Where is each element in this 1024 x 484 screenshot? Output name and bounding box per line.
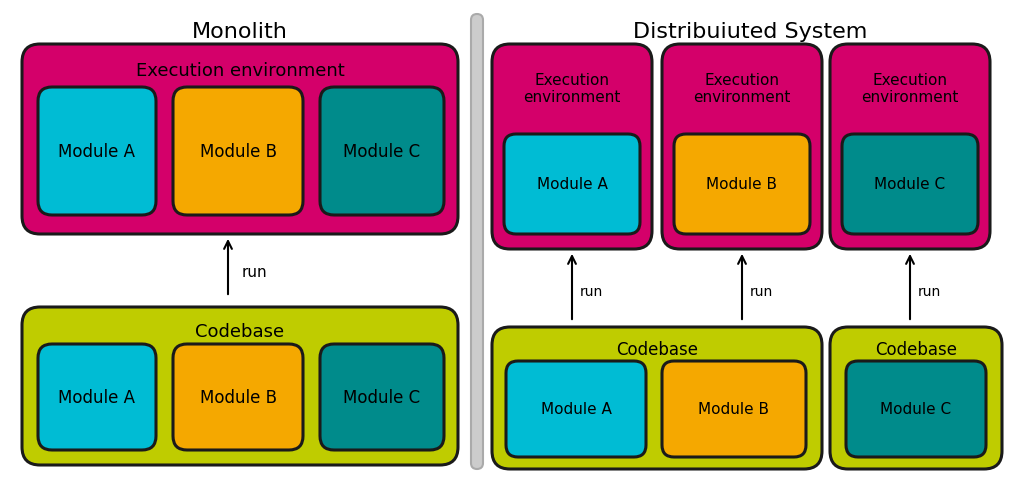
FancyBboxPatch shape (830, 327, 1002, 469)
Text: Module B: Module B (698, 402, 769, 417)
Text: Module C: Module C (343, 388, 421, 406)
Text: Module C: Module C (343, 143, 421, 161)
FancyBboxPatch shape (674, 135, 810, 235)
Text: Module A: Module A (541, 402, 611, 417)
FancyBboxPatch shape (173, 344, 303, 450)
FancyBboxPatch shape (22, 307, 458, 465)
Text: Module A: Module A (537, 177, 607, 192)
Text: Module A: Module A (58, 143, 135, 161)
Text: Module C: Module C (881, 402, 951, 417)
FancyBboxPatch shape (38, 88, 156, 215)
Text: run: run (918, 285, 941, 299)
FancyBboxPatch shape (846, 361, 986, 457)
Text: Execution environment: Execution environment (135, 62, 344, 80)
Text: Module C: Module C (874, 177, 945, 192)
Text: Module B: Module B (707, 177, 777, 192)
Text: run: run (750, 285, 773, 299)
Text: Codebase: Codebase (616, 340, 698, 358)
Text: Execution
environment: Execution environment (861, 73, 958, 105)
Text: run: run (580, 285, 603, 299)
FancyBboxPatch shape (506, 361, 646, 457)
Text: run: run (242, 264, 267, 279)
Text: Execution
environment: Execution environment (523, 73, 621, 105)
FancyBboxPatch shape (830, 45, 990, 249)
Text: Module B: Module B (200, 388, 276, 406)
FancyBboxPatch shape (662, 45, 822, 249)
FancyBboxPatch shape (22, 45, 458, 235)
FancyBboxPatch shape (492, 45, 652, 249)
FancyBboxPatch shape (38, 344, 156, 450)
Text: Codebase: Codebase (874, 340, 957, 358)
Text: Codebase: Codebase (196, 322, 285, 340)
FancyBboxPatch shape (492, 327, 822, 469)
FancyBboxPatch shape (842, 135, 978, 235)
Text: Module B: Module B (200, 143, 276, 161)
FancyBboxPatch shape (504, 135, 640, 235)
Text: Module A: Module A (58, 388, 135, 406)
FancyBboxPatch shape (662, 361, 806, 457)
FancyBboxPatch shape (319, 88, 444, 215)
FancyBboxPatch shape (471, 15, 483, 469)
Text: Monolith: Monolith (193, 22, 288, 42)
FancyBboxPatch shape (173, 88, 303, 215)
FancyBboxPatch shape (319, 344, 444, 450)
Text: Execution
environment: Execution environment (693, 73, 791, 105)
Text: Distribuiuted System: Distribuiuted System (633, 22, 867, 42)
